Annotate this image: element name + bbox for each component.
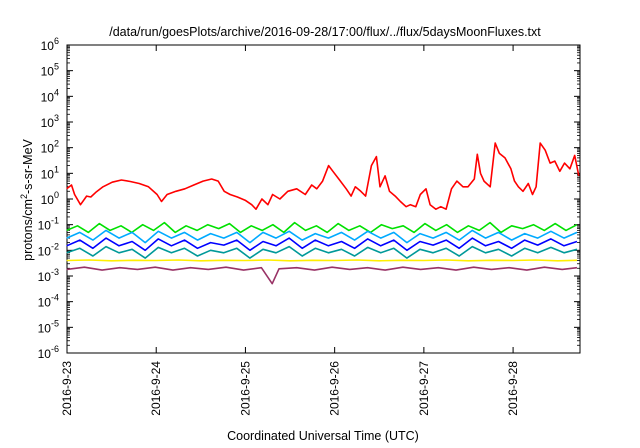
y-tick-label: 106	[41, 36, 59, 53]
y-tick-label: 102	[41, 139, 59, 156]
y-tick-label: 10-1	[38, 216, 59, 233]
x-tick-label: 2016-9-26	[328, 361, 342, 416]
x-tick-label: 2016-9-28	[506, 361, 520, 416]
y-tick-label: 100	[41, 190, 59, 207]
x-axis: 2016-9-23 2016-9-24 2016-9-25 2016-9-26 2016…	[60, 45, 520, 416]
y-tick-label: 10-4	[38, 293, 59, 310]
plot-frame	[66, 44, 581, 354]
y-tick-label: 101	[41, 164, 59, 181]
y-axis-title-prefix: protons/cm	[21, 199, 35, 261]
y-tick-label: 10-2	[38, 241, 59, 258]
y-tick-label: 10-3	[38, 267, 59, 284]
series-line-5	[66, 245, 578, 259]
series-line-3	[66, 229, 578, 244]
x-tick-label: 2016-9-23	[60, 361, 74, 416]
y-axis-title-suffix: -s-sr-MeV	[21, 138, 35, 194]
y-tick-label: 104	[41, 87, 59, 104]
series-line-7	[66, 266, 578, 285]
series-layer	[66, 142, 580, 285]
series-line-6	[66, 259, 578, 262]
y-tick-label: 10-5	[38, 318, 59, 335]
y-axis-title: protons/cm2-s-sr-MeV	[19, 138, 35, 260]
y-tick-label: 105	[41, 62, 59, 79]
series-line-1	[66, 142, 580, 210]
x-axis-title: Coordinated Universal Time (UTC)	[227, 429, 419, 443]
x-tick-label: 2016-9-24	[149, 361, 163, 416]
series-line-4	[66, 237, 578, 252]
y-tick-label: 10-6	[38, 344, 59, 361]
y-axis-title-superscript: 2	[19, 194, 29, 199]
chart-title: /data/run/goesPlots/archive/2016-09-28/1…	[109, 25, 541, 39]
x-tick-label: 2016-9-27	[417, 361, 431, 416]
series-line-2	[66, 221, 578, 234]
y-tick-label: 103	[41, 113, 59, 130]
x-tick-label: 2016-9-25	[238, 361, 252, 416]
y-axis: 10-6 10-5 10-4 10-3 10-2 10-1 100 101 102 103 104 1…	[38, 36, 580, 361]
